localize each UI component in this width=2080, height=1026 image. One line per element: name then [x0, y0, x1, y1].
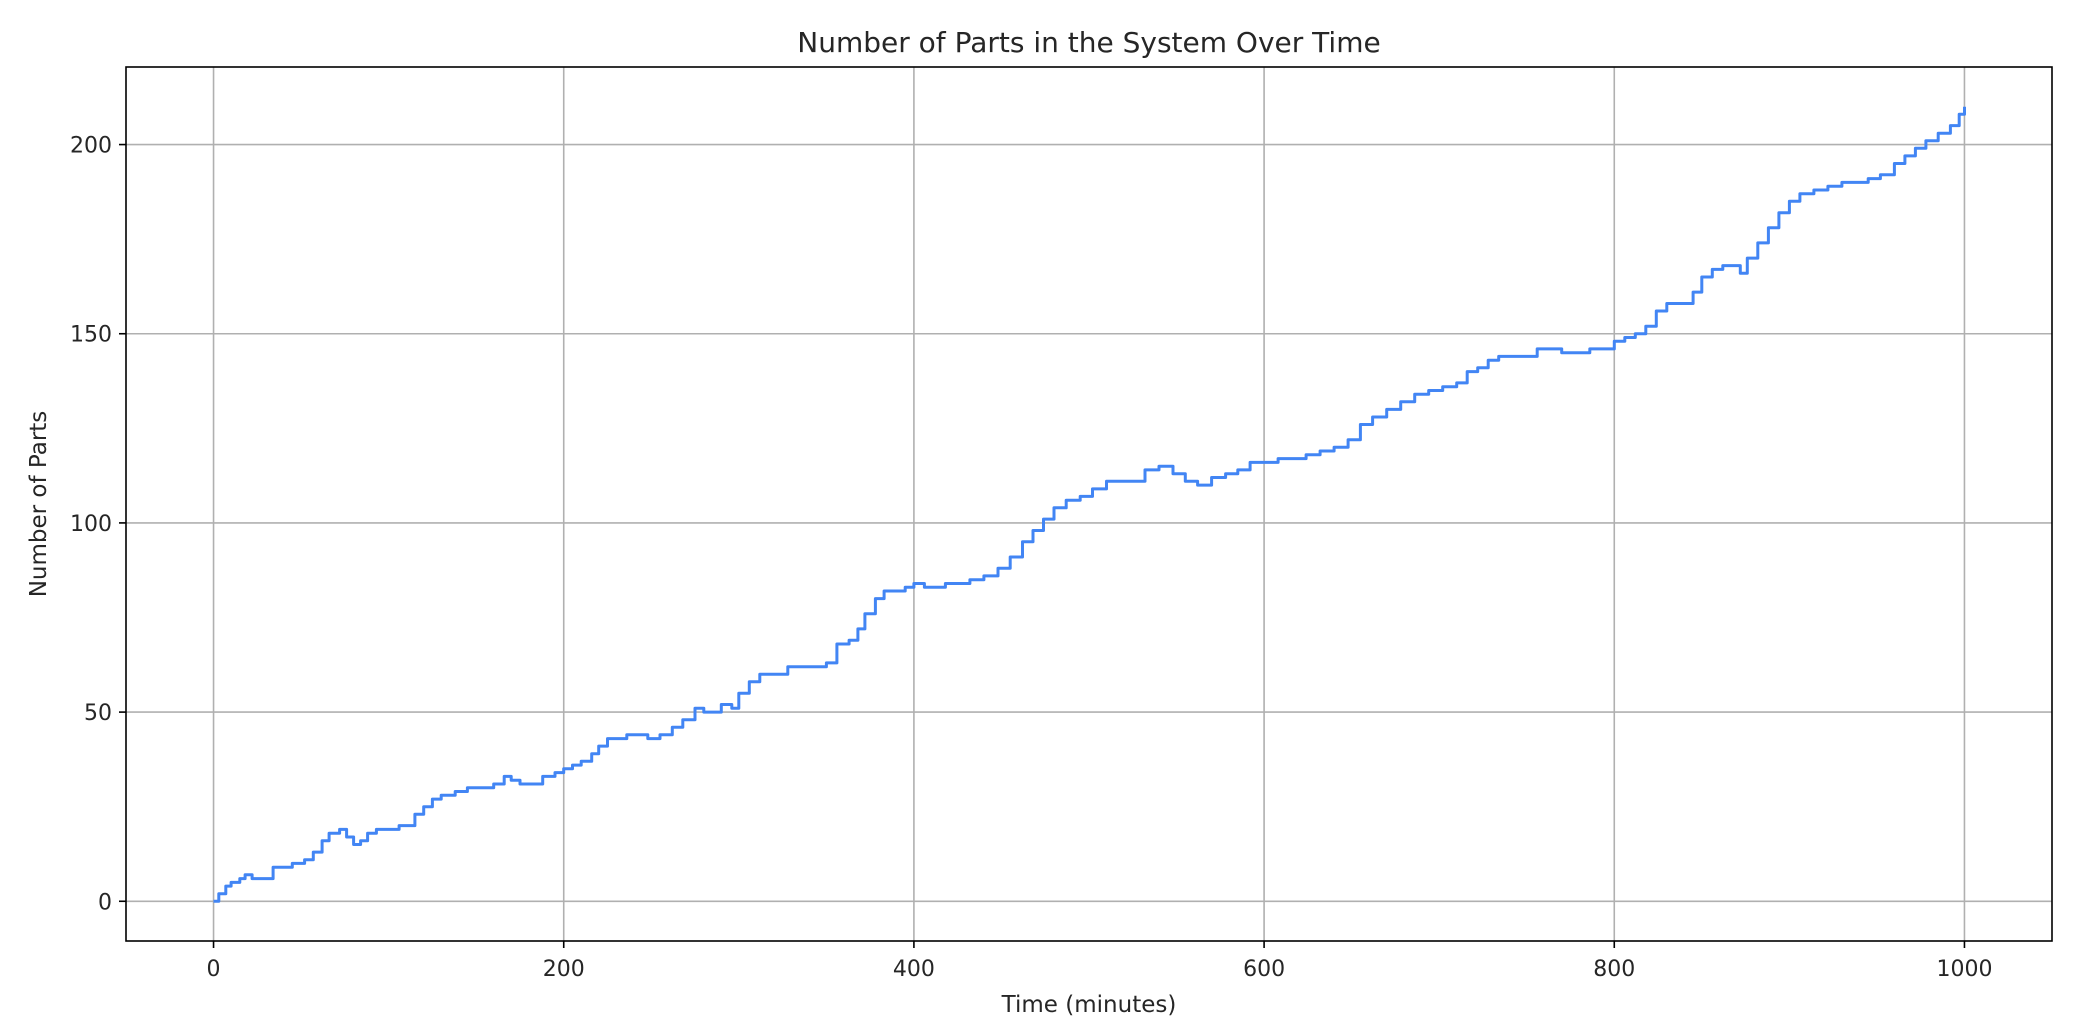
axis-ticks: 0 200 400 600 800 1000 0 50 100 150 200	[70, 134, 1992, 982]
series-line	[213, 106, 1966, 903]
x-tick-label: 1000	[1936, 957, 1992, 982]
y-tick-label: 100	[70, 512, 112, 537]
y-tick-label: 200	[70, 134, 112, 159]
x-axis-label: Time (minutes)	[1001, 992, 1177, 1018]
plot-data	[213, 106, 1966, 903]
y-axis-label: Number of Parts	[26, 411, 52, 598]
y-tick-label: 50	[84, 701, 112, 726]
x-tick-label: 0	[207, 957, 221, 982]
x-tick-label: 200	[543, 957, 585, 982]
y-tick-label: 0	[98, 890, 112, 915]
grid-lines	[126, 67, 2052, 941]
plot-frame	[125, 66, 2053, 942]
x-tick-label: 400	[893, 957, 935, 982]
x-tick-label: 800	[1593, 957, 1635, 982]
y-tick-label: 150	[70, 323, 112, 348]
chart-title: Number of Parts in the System Over Time	[797, 26, 1380, 59]
x-tick-label: 600	[1243, 957, 1285, 982]
